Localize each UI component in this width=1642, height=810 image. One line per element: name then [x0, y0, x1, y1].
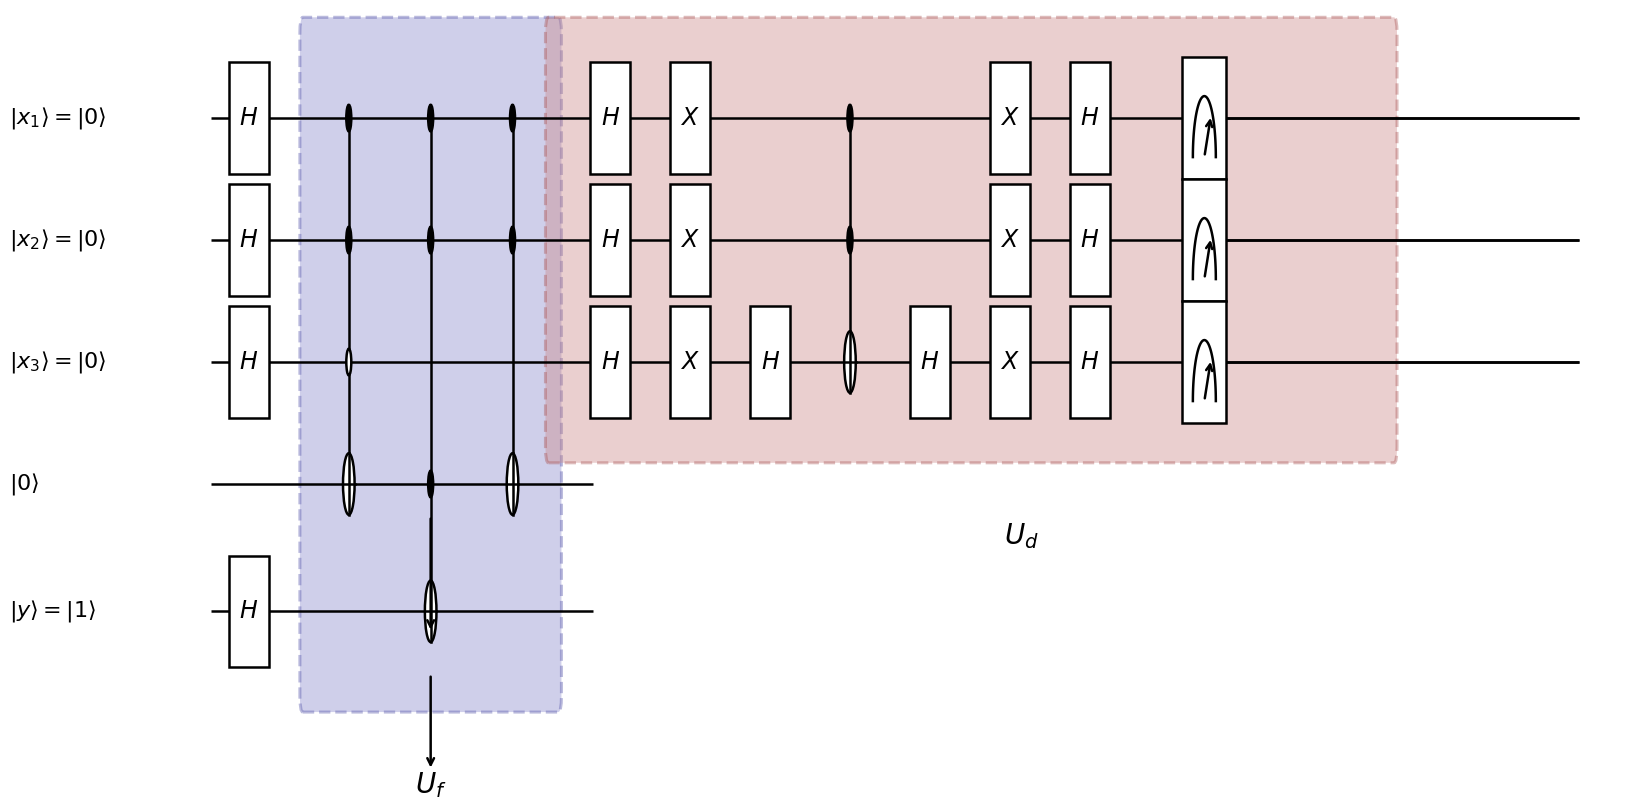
FancyBboxPatch shape — [228, 556, 269, 667]
Circle shape — [346, 227, 351, 254]
Circle shape — [429, 104, 433, 131]
FancyBboxPatch shape — [591, 306, 631, 418]
FancyBboxPatch shape — [228, 306, 269, 418]
Text: $U_d$: $U_d$ — [1003, 521, 1038, 551]
FancyBboxPatch shape — [910, 306, 949, 418]
Text: $H$: $H$ — [240, 228, 258, 252]
Circle shape — [847, 104, 852, 131]
Text: $H$: $H$ — [601, 228, 621, 252]
FancyBboxPatch shape — [990, 62, 1030, 174]
Text: $U_f$: $U_f$ — [415, 770, 447, 800]
FancyBboxPatch shape — [750, 306, 790, 418]
Text: $X$: $X$ — [1000, 107, 1020, 130]
Text: $|y\rangle = |1\rangle$: $|y\rangle = |1\rangle$ — [10, 599, 97, 625]
Text: $|x_3\rangle = |0\rangle$: $|x_3\rangle = |0\rangle$ — [10, 349, 107, 375]
Circle shape — [346, 349, 351, 375]
Text: $X$: $X$ — [1000, 351, 1020, 373]
FancyBboxPatch shape — [228, 62, 269, 174]
Circle shape — [343, 454, 355, 515]
Circle shape — [511, 104, 516, 131]
Text: $X$: $X$ — [680, 228, 699, 252]
Text: $|x_1\rangle = |0\rangle$: $|x_1\rangle = |0\rangle$ — [10, 105, 107, 131]
FancyBboxPatch shape — [1182, 301, 1227, 423]
Text: $H$: $H$ — [240, 599, 258, 623]
FancyBboxPatch shape — [990, 185, 1030, 296]
Text: $X$: $X$ — [680, 351, 699, 373]
Text: $X$: $X$ — [1000, 228, 1020, 252]
Text: $X$: $X$ — [680, 107, 699, 130]
FancyBboxPatch shape — [1069, 185, 1110, 296]
Circle shape — [844, 331, 855, 393]
Text: $H$: $H$ — [920, 351, 939, 373]
Text: $H$: $H$ — [1080, 228, 1098, 252]
FancyBboxPatch shape — [990, 306, 1030, 418]
FancyBboxPatch shape — [591, 62, 631, 174]
Text: $H$: $H$ — [1080, 107, 1098, 130]
Text: $H$: $H$ — [601, 107, 621, 130]
Text: $|x_2\rangle = |0\rangle$: $|x_2\rangle = |0\rangle$ — [10, 227, 107, 253]
FancyBboxPatch shape — [670, 306, 711, 418]
FancyBboxPatch shape — [591, 185, 631, 296]
Circle shape — [429, 227, 433, 254]
Text: $H$: $H$ — [1080, 351, 1098, 373]
FancyBboxPatch shape — [1069, 306, 1110, 418]
Circle shape — [507, 454, 519, 515]
Circle shape — [511, 227, 516, 254]
Text: $H$: $H$ — [760, 351, 780, 373]
FancyBboxPatch shape — [670, 185, 711, 296]
Text: $|0\rangle$: $|0\rangle$ — [10, 471, 39, 497]
Circle shape — [847, 227, 852, 254]
Text: $H$: $H$ — [240, 351, 258, 373]
Text: $H$: $H$ — [601, 351, 621, 373]
FancyBboxPatch shape — [1069, 62, 1110, 174]
FancyBboxPatch shape — [228, 185, 269, 296]
Circle shape — [346, 104, 351, 131]
FancyBboxPatch shape — [1182, 57, 1227, 179]
Circle shape — [429, 471, 433, 497]
Text: $H$: $H$ — [240, 107, 258, 130]
FancyBboxPatch shape — [1182, 179, 1227, 301]
Circle shape — [425, 581, 437, 642]
FancyBboxPatch shape — [670, 62, 711, 174]
FancyBboxPatch shape — [300, 17, 562, 712]
FancyBboxPatch shape — [545, 17, 1397, 463]
